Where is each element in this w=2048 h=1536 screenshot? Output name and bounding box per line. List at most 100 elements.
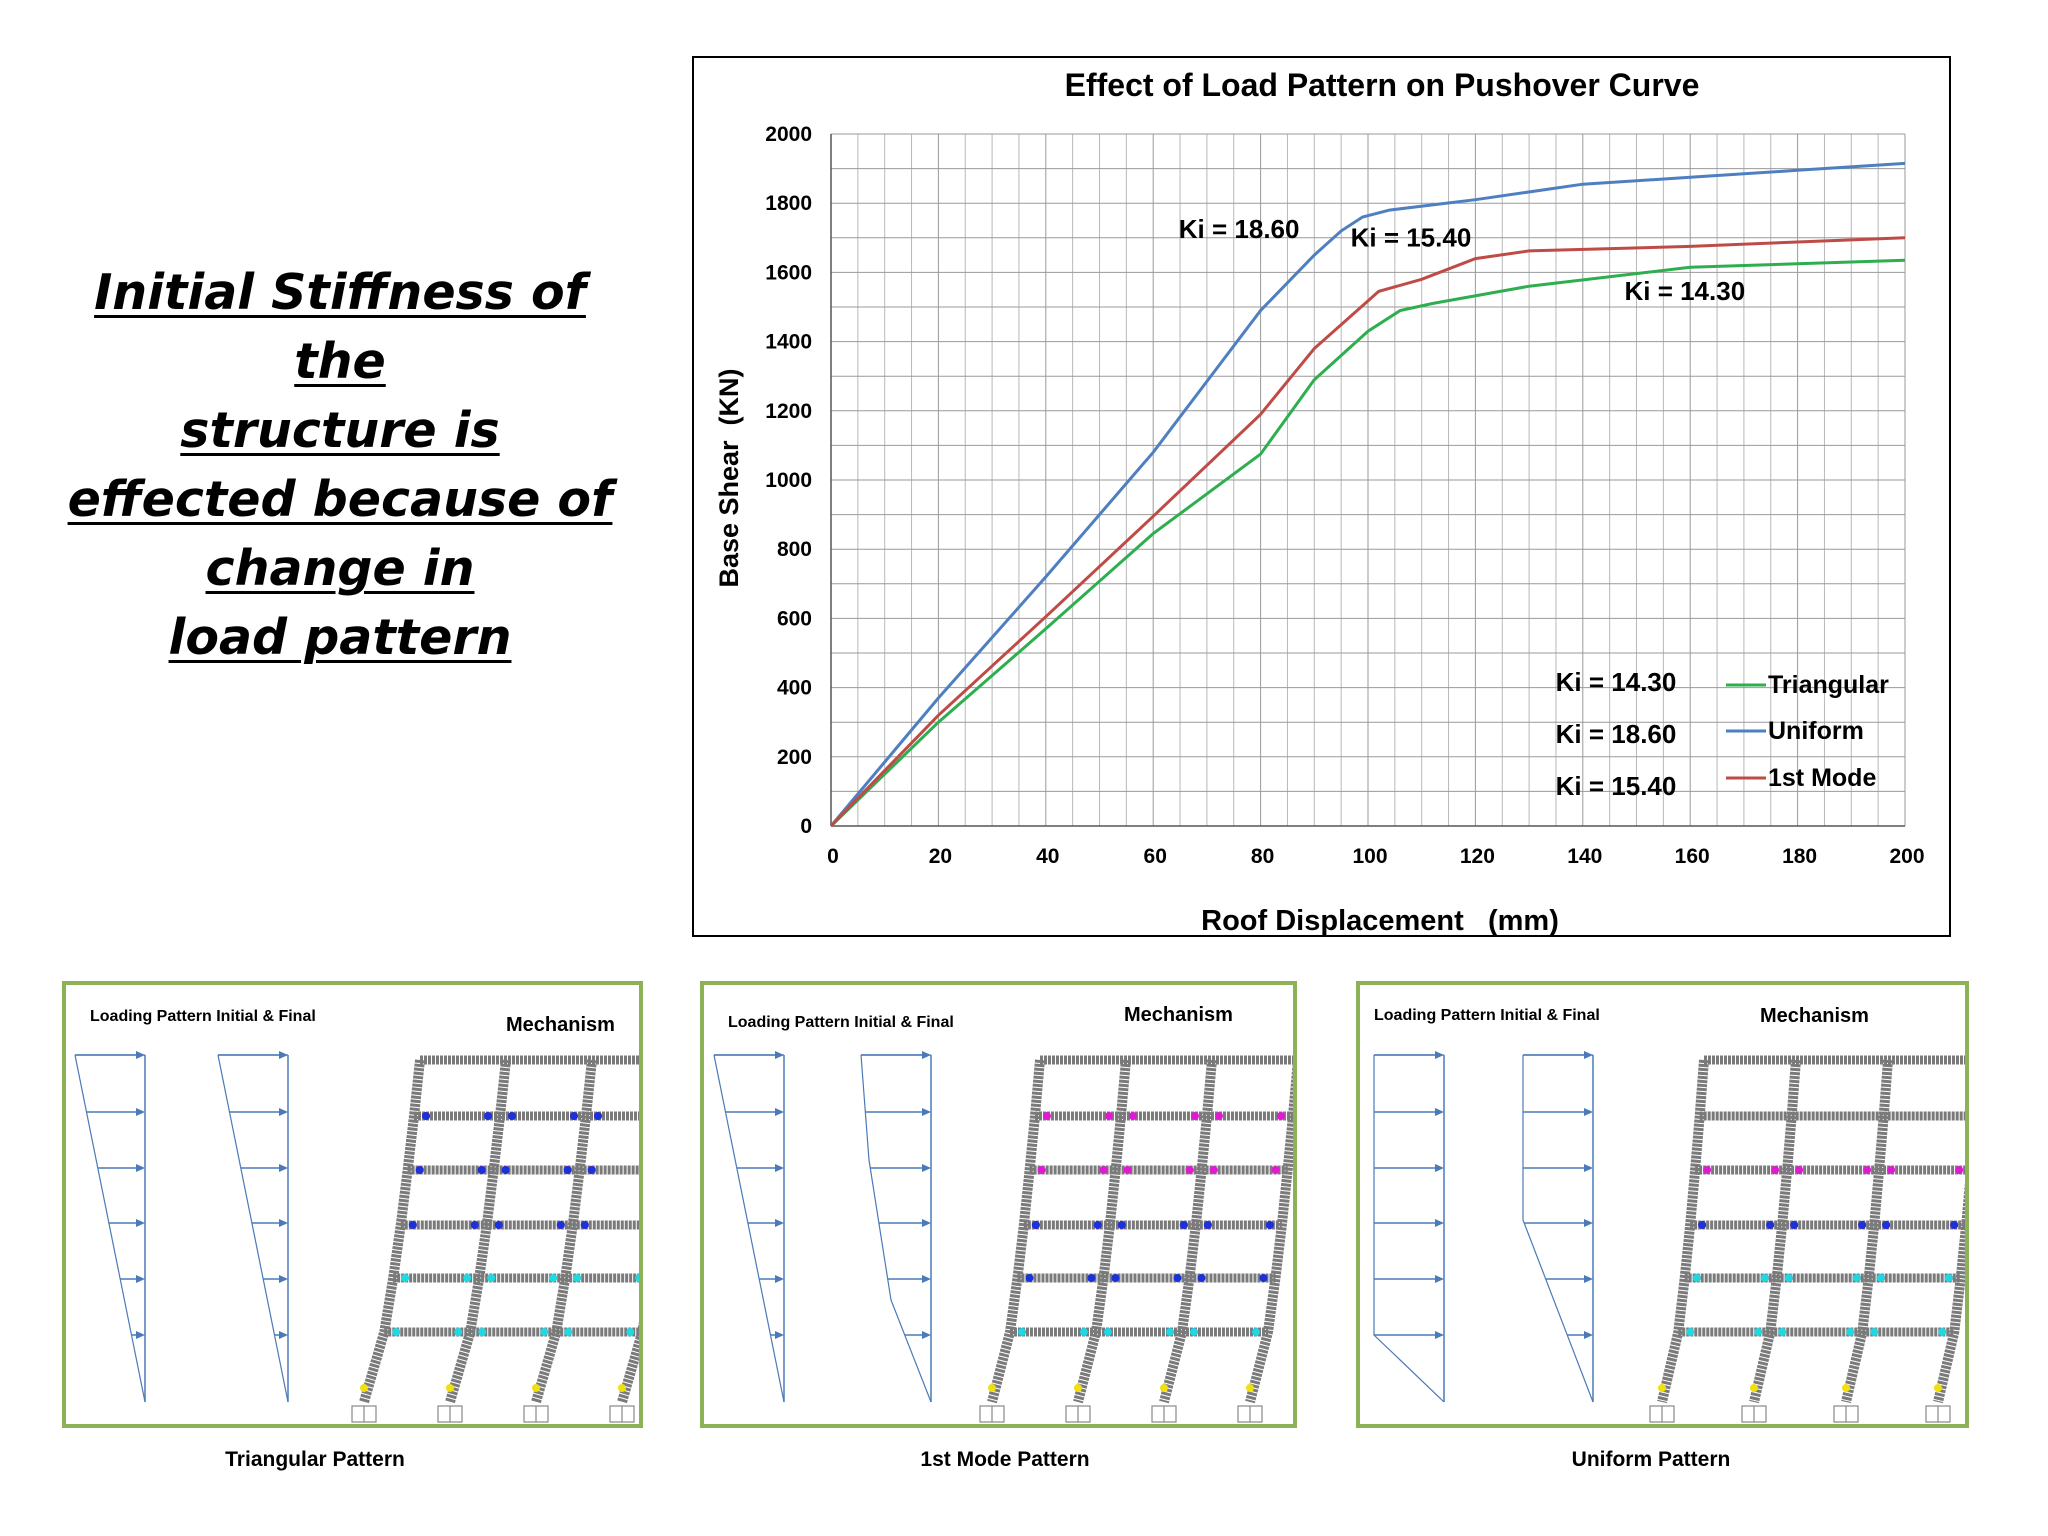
plastic-hinge-icon [1246,1384,1254,1392]
mechanism-frame [979,1055,1293,1423]
arrow-head-icon [1584,1108,1593,1116]
plastic-hinge-icon [1203,1221,1212,1229]
plastic-hinge-icon [556,1221,565,1229]
arrow-head-icon [1584,1275,1593,1283]
panel-header-left: Loading Pattern Initial & Final [90,1008,316,1025]
frame-column [1245,1059,1293,1404]
pushover-chart: Effect of Load Pattern on Pushover Curve… [714,67,1925,937]
loading-pattern-diagram [713,1051,932,1403]
plastic-hinge-icon [1265,1221,1274,1229]
plastic-hinge-icon [1179,1221,1188,1229]
plastic-hinge-icon [360,1384,368,1392]
plastic-hinge-icon [563,1166,572,1174]
frame-column [1841,1059,1893,1404]
plastic-hinge-icon [487,1274,496,1282]
heading-line: structure is [180,402,500,459]
plastic-hinge-icon [1189,1328,1198,1336]
plastic-hinge-icon [1882,1221,1891,1229]
arrow-head-icon [1584,1051,1593,1059]
plastic-hinge-icon [392,1328,401,1336]
plastic-hinge-icon [1771,1166,1780,1174]
plastic-hinge-icon [1079,1328,1088,1336]
frame-column [987,1059,1045,1404]
plastic-hinge-icon [1858,1221,1867,1229]
frame-column [617,1321,639,1404]
frame-column [1933,1182,1965,1404]
legend-ki: Ki = 15.40 [1556,771,1677,801]
arrow-head-icon [922,1275,931,1283]
plastic-hinge-icon [1259,1274,1268,1282]
plastic-hinge-icon [570,1112,579,1120]
plastic-hinge-icon [1104,1112,1113,1120]
panel-header-left: Loading Pattern Initial & Final [1374,1007,1600,1024]
plastic-hinge-icon [618,1384,626,1392]
plastic-hinge-icon [635,1274,639,1282]
plastic-hinge-icon [1846,1328,1855,1336]
plastic-hinge-icon [594,1112,603,1120]
plastic-hinge-icon [401,1274,410,1282]
x-tick-label: 200 [1889,845,1924,868]
panel-triangular: Loading Pattern Initial & Final Mechanis… [62,981,643,1428]
x-tick-label: 0 [827,845,839,868]
plastic-hinge-icon [1111,1274,1120,1282]
loading-pattern-diagram [1373,1051,1594,1403]
plastic-hinge-icon [1703,1166,1712,1174]
plastic-hinge-icon [540,1328,549,1336]
arrow-head-icon [775,1331,784,1339]
caption-triangular: Triangular Pattern [225,1448,405,1471]
x-axis-label: Roof Displacement (mm) [1201,905,1559,937]
x-tick-label: 20 [929,845,952,868]
arrow-head-icon [136,1275,145,1283]
plastic-hinge-icon [1944,1274,1953,1282]
plastic-hinge-icon [573,1274,582,1282]
plastic-hinge-icon [446,1384,454,1392]
plastic-hinge-icon [1197,1274,1206,1282]
panel-header-right: Mechanism [1760,1005,1869,1027]
arrow-head-icon [136,1331,145,1339]
plastic-hinge-icon [1190,1112,1199,1120]
y-tick-label: 1400 [765,331,812,354]
plastic-hinge-icon [501,1166,510,1174]
x-tick-label: 180 [1782,845,1817,868]
plastic-hinge-icon [1955,1166,1964,1174]
y-tick-label: 1800 [765,192,812,215]
panel-header-right: Mechanism [506,1014,615,1036]
chart-lines [829,161,1906,828]
arrow-head-icon [279,1331,288,1339]
arrow-head-icon [922,1108,931,1116]
frame-column [531,1059,597,1404]
panel-uniform: Loading Pattern Initial & Final Mechanis… [1356,981,1969,1428]
heading-line: effected because of [67,471,613,528]
legend-ki: Ki = 18.60 [1556,719,1677,749]
plastic-hinge-icon [1251,1328,1260,1336]
plastic-hinge-icon [1790,1221,1799,1229]
y-tick-label: 1200 [765,400,812,423]
series-line-uniform [829,161,1906,827]
x-tick-label: 80 [1251,845,1274,868]
plastic-hinge-icon [580,1221,589,1229]
plastic-hinge-icon [1074,1384,1082,1392]
y-tick-label: 200 [777,746,812,769]
frame-column [445,1059,511,1404]
series-line-triangular [829,258,1906,828]
chart-annotations: Ki = 18.60 Ki = 15.40 Ki = 14.30 [1179,214,1745,306]
frame-column [1749,1059,1801,1404]
heading: Initial Stiffness of the structure is ef… [40,258,640,672]
plastic-hinge-icon [1165,1328,1174,1336]
plastic-hinge-icon [1842,1384,1850,1392]
plastic-hinge-icon [532,1384,540,1392]
arrow-head-icon [775,1219,784,1227]
plastic-hinge-icon [1103,1328,1112,1336]
x-tick-label: 140 [1567,845,1602,868]
panel-header-right: Mechanism [1124,1004,1233,1026]
arrow-head-icon [279,1164,288,1172]
plastic-hinge-icon [1658,1384,1666,1392]
x-tick-label: 160 [1675,845,1710,868]
plastic-hinge-icon [454,1328,463,1336]
load-outline [74,1054,146,1403]
load-outline [713,1054,785,1403]
plastic-hinge-icon [1214,1112,1223,1120]
ki-annotation: Ki = 15.40 [1351,222,1472,252]
chart-legend: Ki = 14.30 Ki = 18.60 Ki = 15.40 Triangu… [1556,667,1889,801]
caption-uniform: Uniform Pattern [1571,1448,1731,1471]
